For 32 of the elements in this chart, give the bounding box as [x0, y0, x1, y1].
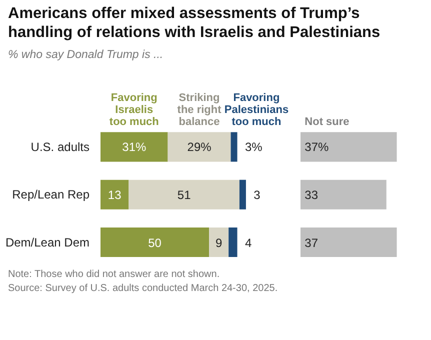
chart-title: Americans offer mixed assessments of Trump’s handling of relations with Israelis and Palestinians — [8, 4, 382, 43]
y-tick-label: Rep/Lean Rep — [12, 188, 90, 202]
data-label: 3 — [254, 188, 261, 202]
text: Note: Those who did not answer are not shown. — [8, 269, 220, 280]
y-tick-label: Dem/Lean Dem — [5, 235, 90, 250]
bar — [100, 228, 210, 258]
data-label: 31% — [122, 140, 146, 154]
data-label: 29% — [187, 140, 212, 154]
data-label: 13 — [108, 188, 122, 202]
series-label: Striking the right balance — [177, 92, 222, 128]
data-label: 33 — [304, 188, 318, 202]
data-label: 50 — [148, 236, 162, 250]
bar — [100, 132, 168, 162]
bar — [168, 132, 231, 162]
series-label: Not sure — [304, 116, 350, 128]
data-label: 4 — [244, 236, 252, 250]
series-label: Favoring Israelis too much — [109, 92, 160, 128]
chart-subtitle: % who say Donald Trump is ... — [8, 48, 164, 63]
bar — [100, 180, 129, 210]
bar — [209, 228, 229, 258]
source-note: Source: Survey of U.S. adults conducted March 24-30, 2025. — [8, 283, 278, 294]
y-tick-label: U.S. adults — [30, 140, 90, 154]
data-label: 37 — [304, 236, 318, 250]
bar — [239, 180, 246, 210]
data-label: 51 — [177, 188, 192, 202]
bar — [230, 132, 238, 162]
series-label: Favoring Palestinians too much — [224, 92, 289, 128]
bar — [228, 228, 238, 258]
data-label: 9 — [215, 236, 222, 250]
data-label: 37% — [304, 140, 330, 154]
bar — [128, 180, 240, 210]
data-label: 3% — [244, 140, 263, 154]
